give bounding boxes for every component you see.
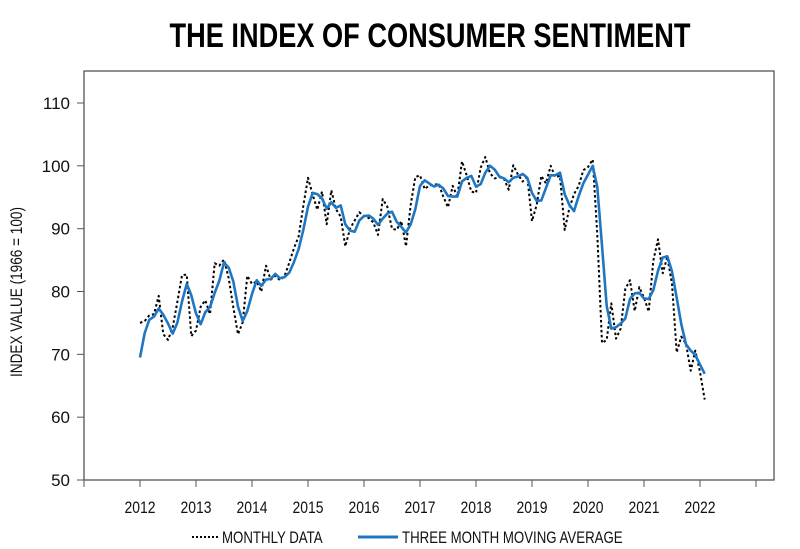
- x-tick-label: 2019: [517, 499, 548, 518]
- y-tick-label: 90: [51, 220, 70, 239]
- x-axis: 2012 2013 2014 2015 2016 2017 2018 2019 2020 2021…: [83, 480, 757, 518]
- plot-frame: [83, 70, 775, 481]
- chart-title: THE INDEX OF CONSUMER SENTIMENT: [170, 16, 691, 55]
- y-tick-label: 70: [51, 345, 70, 364]
- legend: MONTHLY DATA THREE MONTH MOVING AVERAGE: [192, 529, 623, 548]
- y-tick-label: 80: [51, 283, 70, 302]
- y-axis: 50 60 70 80 90 100 110: [42, 94, 84, 490]
- y-tick-label: 60: [51, 408, 70, 427]
- x-tick-label: 2014: [237, 499, 268, 518]
- y-tick-label: 110: [43, 94, 70, 113]
- series-moving-average-line: [138, 164, 706, 375]
- y-tick-label: 100: [42, 157, 70, 176]
- y-axis-label: INDEX VALUE (1966 = 100): [8, 207, 27, 377]
- series-monthly-data-line: [139, 156, 706, 400]
- x-tick-label: 2015: [293, 499, 324, 518]
- x-tick-label: 2022: [685, 499, 716, 518]
- x-tick-label: 2018: [461, 499, 492, 518]
- legend-label-moving-average: THREE MONTH MOVING AVERAGE: [402, 529, 623, 548]
- y-tick-label: 50: [51, 471, 70, 490]
- x-tick-label: 2016: [349, 499, 380, 518]
- x-tick-label: 2017: [405, 499, 436, 518]
- x-tick-label: 2021: [629, 499, 660, 518]
- x-tick-label: 2020: [573, 499, 604, 518]
- x-tick-label: 2012: [125, 499, 156, 518]
- series-group: [138, 156, 706, 400]
- legend-label-monthly: MONTHLY DATA: [222, 529, 323, 548]
- x-tick-label: 2013: [181, 499, 212, 518]
